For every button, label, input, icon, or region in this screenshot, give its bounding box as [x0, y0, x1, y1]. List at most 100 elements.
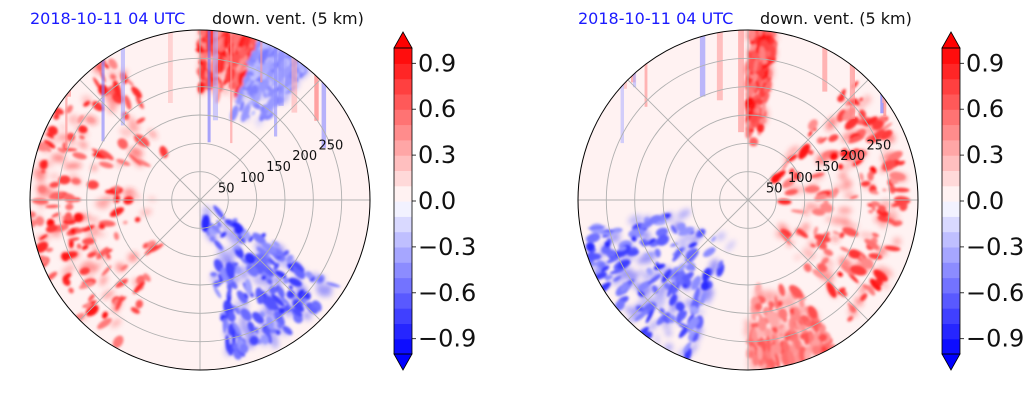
field-cell — [775, 231, 785, 239]
field-cell — [847, 302, 853, 309]
field-cell — [65, 104, 73, 114]
field-cell — [292, 263, 306, 280]
field-cell — [870, 129, 885, 142]
field-cell — [91, 232, 107, 237]
field-cell — [625, 306, 633, 314]
field-cell — [78, 125, 88, 134]
field-cell — [78, 141, 88, 149]
field-cell — [96, 247, 109, 260]
colorbar-tick-label: 0.3 — [966, 141, 1004, 169]
polar-grid-left — [30, 30, 370, 370]
field-cell — [820, 257, 829, 265]
field-cell — [890, 178, 899, 185]
field-cell — [659, 307, 665, 314]
field-cell — [618, 246, 627, 251]
field-cell — [71, 177, 81, 185]
field-cell — [135, 299, 144, 309]
colorbar-left: −0.9 −0.6 −0.3 0.0 0.3 0.6 0.9 — [393, 31, 476, 371]
field-cell — [45, 247, 54, 253]
beam-streak — [260, 30, 263, 83]
field-cell — [108, 58, 118, 70]
field-cell — [778, 308, 788, 320]
field-cell — [887, 210, 899, 217]
field-cell — [859, 97, 864, 102]
field-cell — [860, 180, 871, 187]
field-cell — [265, 316, 275, 330]
field-cell — [837, 163, 844, 170]
field-cell — [82, 237, 96, 245]
heatmap-field-right — [584, 30, 911, 370]
field-cell — [879, 202, 896, 208]
field-cell — [200, 36, 207, 44]
field-cell — [292, 261, 305, 272]
field-cell — [617, 260, 630, 270]
field-cell — [130, 307, 140, 314]
field-cell — [693, 287, 701, 303]
field-cell — [232, 344, 238, 351]
field-cell — [840, 246, 849, 252]
radial-tick-label: 150 — [266, 160, 291, 175]
field-cell — [264, 295, 278, 311]
field-cell — [871, 119, 884, 131]
colorbar-band — [394, 170, 412, 187]
field-cell — [115, 278, 129, 288]
field-cell — [840, 263, 855, 276]
field-cell — [248, 70, 255, 77]
field-cell — [798, 143, 811, 160]
field-cell — [252, 275, 263, 287]
field-cell — [112, 335, 124, 349]
field-cell — [275, 329, 281, 336]
field-cell — [682, 341, 692, 353]
colorbar-tick-label: 0.0 — [418, 187, 456, 215]
field-cell — [68, 287, 74, 294]
field-cell — [683, 271, 694, 281]
field-cell — [675, 301, 685, 312]
field-cell — [78, 281, 94, 290]
colorbar-band — [942, 78, 960, 95]
field-cell — [38, 234, 48, 241]
field-cell — [793, 336, 801, 351]
field-cell — [109, 207, 124, 217]
colorbar-extend-top — [393, 31, 413, 49]
field-cell — [648, 320, 659, 332]
field-cell — [83, 100, 91, 107]
field-cell — [119, 128, 131, 137]
field-cell — [318, 277, 324, 282]
colorbar-tick-label: 0.9 — [966, 49, 1004, 77]
beam-streak — [65, 30, 68, 148]
field-cell — [79, 267, 90, 275]
field-cell — [136, 159, 151, 167]
field-cell — [627, 249, 640, 257]
field-cell — [64, 193, 78, 201]
field-cell — [645, 308, 655, 324]
field-cell — [61, 264, 75, 276]
field-cell — [892, 237, 902, 246]
field-cell — [242, 323, 252, 339]
field-cell — [277, 286, 285, 298]
beam-streak — [101, 30, 105, 142]
field-cell — [239, 101, 245, 112]
field-cell — [73, 212, 84, 223]
field-cell — [286, 254, 294, 263]
field-cell — [672, 247, 684, 262]
field-cell — [49, 181, 60, 188]
colorbar-band — [942, 185, 960, 202]
field-cell — [244, 292, 249, 299]
field-cell — [628, 214, 644, 226]
field-cell — [802, 223, 810, 230]
beam-streak — [207, 30, 211, 143]
polar-grid-right — [578, 30, 918, 370]
field-cell — [749, 74, 758, 80]
field-cell — [139, 208, 152, 216]
field-cell — [280, 296, 290, 306]
field-cell — [104, 93, 118, 107]
field-cell — [833, 187, 839, 195]
field-cell — [104, 189, 117, 195]
field-cell — [217, 83, 222, 97]
field-cell — [63, 162, 82, 169]
field-cell — [749, 128, 754, 133]
field-cell — [58, 175, 71, 185]
field-cell — [268, 88, 276, 97]
field-cell — [780, 228, 792, 238]
beam-streak — [120, 30, 125, 126]
